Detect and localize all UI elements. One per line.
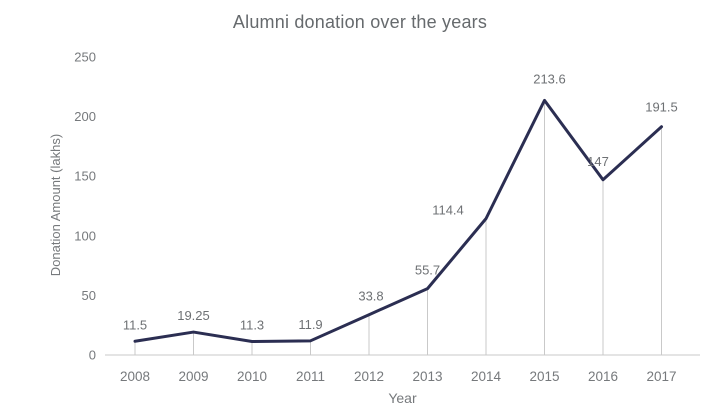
data-point-label: 213.6 xyxy=(533,71,566,86)
y-tick-label: 100 xyxy=(74,228,96,243)
data-point-label: 11.5 xyxy=(123,317,147,332)
x-tick-label: 2011 xyxy=(296,369,325,384)
y-tick-label: 150 xyxy=(74,169,96,184)
x-tick-label: 2017 xyxy=(646,369,676,384)
y-tick-label: 50 xyxy=(82,288,96,303)
x-tick-label: 2010 xyxy=(237,369,267,384)
y-tick-label: 0 xyxy=(89,348,96,363)
data-point-label: 19.25 xyxy=(177,308,210,323)
data-point-label: 11.9 xyxy=(298,317,322,332)
x-tick-label: 2015 xyxy=(529,369,559,384)
x-tick-label: 2009 xyxy=(178,369,208,384)
x-tick-label: 2016 xyxy=(588,369,618,384)
data-point-label: 55.7 xyxy=(415,263,440,278)
data-point-label: 191.5 xyxy=(645,100,678,115)
data-point-label: 33.8 xyxy=(358,289,383,304)
x-tick-label: 2012 xyxy=(354,369,384,384)
data-point-label: 147 xyxy=(587,154,609,169)
data-point-label: 114.4 xyxy=(432,203,464,218)
donation-series-line xyxy=(133,98,663,344)
chart-title: Alumni donation over the years xyxy=(232,12,488,32)
x-tick-label: 2013 xyxy=(412,369,442,384)
y-tick-label: 200 xyxy=(74,109,96,124)
x-tick-label: 2014 xyxy=(471,369,502,384)
x-axis-title: Year xyxy=(388,390,417,406)
data-point-label: 11.3 xyxy=(240,318,264,333)
x-tick-label: 2008 xyxy=(120,369,150,384)
y-tick-label: 250 xyxy=(74,50,96,65)
